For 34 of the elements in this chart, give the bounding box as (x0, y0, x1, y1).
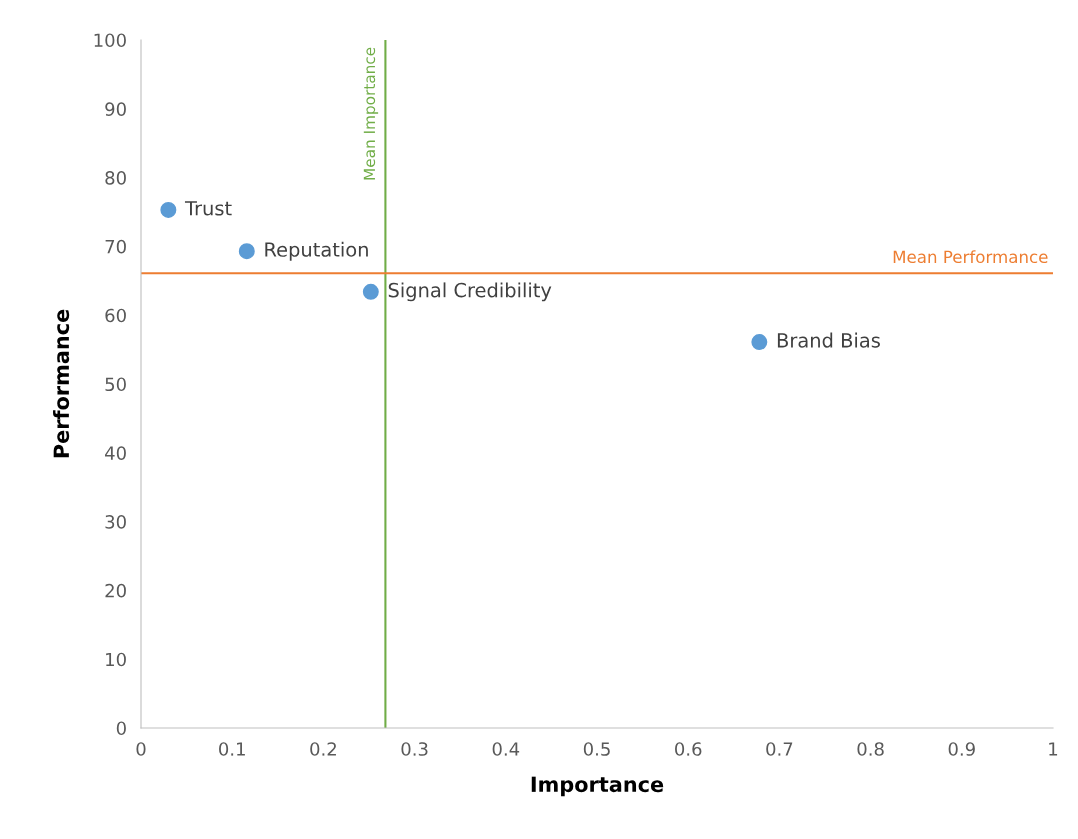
annotation: Trust (184, 201, 232, 216)
x-tick-label: 0.7 (766, 742, 793, 756)
x-tick-label: 0.8 (857, 742, 884, 756)
y-tick-label: 50 (105, 377, 126, 392)
point (238, 243, 255, 260)
y-axis-title: Performance (53, 309, 70, 458)
y-tick-label: 10 (106, 652, 126, 667)
ref-line-label: Mean Performance (893, 250, 1048, 264)
y-tick-label: 90 (105, 102, 126, 116)
x-tick-label: 0.6 (675, 742, 702, 756)
y-tick-label: 100 (94, 33, 126, 48)
x-tick-label: 0.5 (583, 742, 610, 756)
annotation: Brand Bias (777, 332, 880, 348)
point (160, 201, 177, 218)
y-tick-label: 20 (105, 583, 126, 598)
point (362, 283, 379, 300)
x-tick-label: 1 (1049, 742, 1058, 756)
x-tick-label: 0 (136, 742, 146, 756)
y-tick-label: 30 (105, 515, 126, 529)
x-tick-label: 0.1 (219, 742, 245, 756)
point (751, 334, 768, 351)
x-tick-label: 0.2 (310, 742, 336, 756)
y-tick-label: 70 (105, 239, 126, 254)
ref-line-label: Mean Importance (363, 47, 379, 180)
y-tick-label: 80 (105, 171, 126, 185)
annotation: Reputation (265, 241, 368, 261)
annotation: Signal Credibility (388, 282, 552, 302)
x-tick-label: 0.9 (948, 742, 975, 756)
x-tick-label: 0.3 (401, 742, 428, 756)
y-tick-label: 40 (105, 446, 126, 460)
y-tick-label: 60 (105, 308, 126, 323)
y-tick-label: 0 (116, 721, 126, 736)
x-tick-label: 0.4 (492, 742, 520, 756)
x-axis-title: Importance (531, 776, 664, 797)
